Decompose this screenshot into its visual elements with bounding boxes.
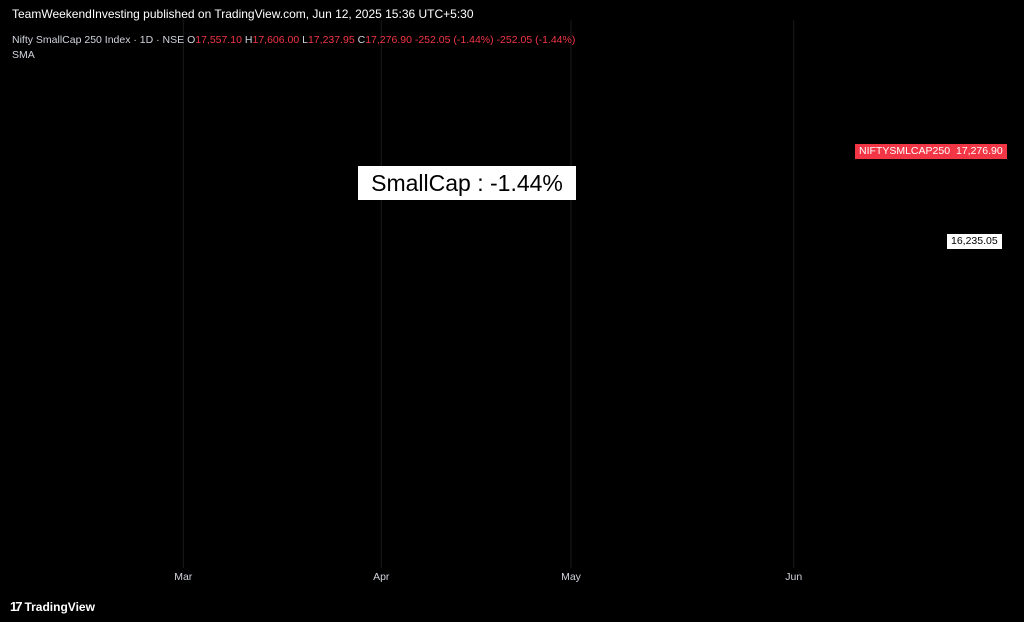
time-axis[interactable]: Mar Apr May Jun: [174, 571, 802, 583]
grid: [182, 20, 795, 568]
legend-open: 17,557.10: [195, 34, 242, 46]
legend-high: 17,606.00: [252, 34, 300, 46]
x-tick-label: Jun: [785, 571, 802, 583]
legend-close: 17,276.90: [365, 34, 412, 46]
legend-change-repeat: -252.05 (-1.44%): [496, 34, 576, 46]
publisher-line: TeamWeekendInvesting published on Tradin…: [12, 7, 474, 21]
x-tick-label: May: [561, 571, 582, 583]
x-tick-label: Mar: [174, 571, 193, 583]
sma-value-tag: 16,235.05: [947, 234, 1002, 249]
last-price-value-tag: 17,276.90: [952, 144, 1007, 159]
x-tick-label: Apr: [373, 571, 390, 583]
tradingview-logo-icon: 17: [10, 599, 23, 614]
symbol-legend: Nifty SmallCap 250 Index · 1D · NSE O17,…: [12, 34, 575, 46]
legend-close-label: C: [357, 34, 366, 46]
indicator-label-sma[interactable]: SMA: [12, 49, 35, 61]
annotation-text: SmallCap : -1.44%: [358, 166, 576, 200]
legend-high-label: H: [244, 34, 253, 46]
last-price-symbol-tag: NIFTYSMLCAP250: [855, 144, 955, 159]
legend-open-label: O: [187, 34, 196, 46]
tradingview-logo[interactable]: 17 TradingView: [10, 599, 95, 614]
legend-low-label: L: [302, 34, 308, 46]
tradingview-brand: TradingView: [24, 599, 95, 614]
legend-change: -252.05 (-1.44%): [414, 34, 494, 46]
legend-symbol[interactable]: Nifty SmallCap 250 Index · 1D · NSE: [12, 34, 185, 46]
legend-low: 17,237.95: [307, 34, 355, 46]
